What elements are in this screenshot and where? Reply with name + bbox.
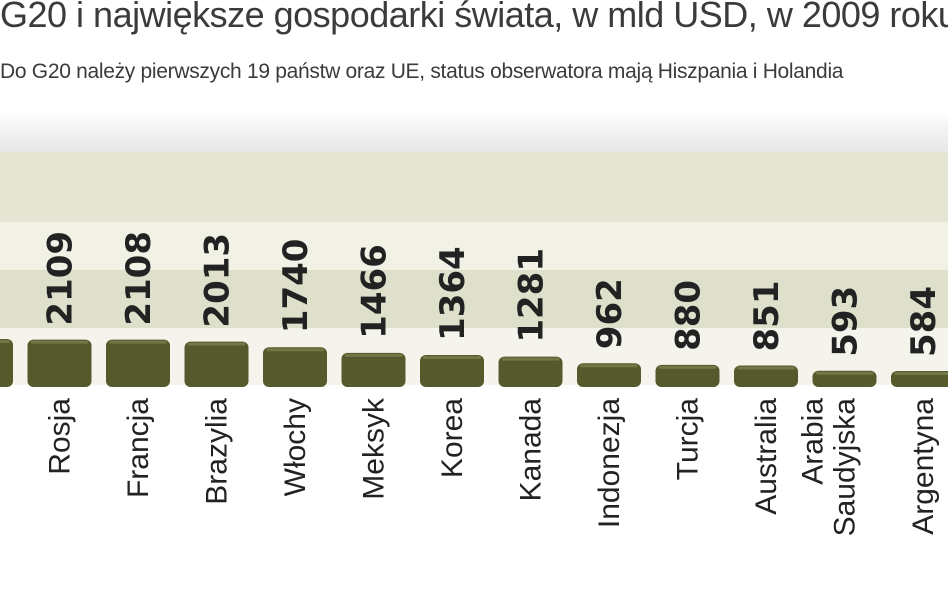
bar bbox=[27, 339, 92, 387]
bar-highlight bbox=[344, 353, 403, 357]
value-label: 880 bbox=[669, 280, 709, 351]
bar bbox=[0, 339, 13, 387]
bar bbox=[891, 370, 948, 387]
value-label: 851 bbox=[747, 281, 787, 352]
bar bbox=[263, 347, 327, 387]
bar-highlight bbox=[737, 366, 795, 370]
bar bbox=[184, 341, 249, 387]
bar bbox=[106, 339, 170, 387]
value-label: 2139 bbox=[0, 230, 2, 325]
chart-title: G20 i największe gospodarki świata, w ml… bbox=[0, 0, 948, 35]
category-label: Francja bbox=[122, 398, 155, 498]
bar bbox=[655, 364, 720, 387]
bar bbox=[341, 352, 406, 387]
bar-highlight bbox=[423, 355, 481, 359]
category-label: Indonezja bbox=[593, 398, 626, 528]
bar bbox=[812, 370, 877, 387]
category-label: Brazylia bbox=[201, 398, 234, 505]
bar-highlight bbox=[815, 371, 874, 375]
bar-highlight bbox=[580, 364, 638, 368]
value-label: 593 bbox=[826, 286, 866, 357]
bar bbox=[577, 363, 641, 387]
value-label: 1364 bbox=[433, 246, 473, 341]
bar-highlight bbox=[658, 365, 717, 369]
category-label: Włochy bbox=[279, 398, 312, 496]
category-label: Arabia bbox=[797, 398, 830, 485]
bar-highlight bbox=[30, 340, 89, 344]
value-label: 1281 bbox=[512, 248, 552, 343]
bar bbox=[498, 356, 563, 387]
category-label: Saudyjska bbox=[829, 398, 862, 537]
value-label: 1740 bbox=[276, 239, 316, 334]
chart-subtitle: Do G20 należy pierwszych 19 państw oraz … bbox=[0, 60, 844, 83]
category-label: Meksyk bbox=[358, 397, 391, 500]
value-label: 1466 bbox=[355, 244, 395, 339]
bar bbox=[420, 354, 484, 387]
value-label: 584 bbox=[904, 286, 944, 357]
value-label: 962 bbox=[590, 278, 630, 349]
bar-highlight bbox=[501, 357, 560, 361]
category-label: Argentyna bbox=[907, 398, 940, 535]
bar-highlight bbox=[0, 340, 10, 343]
bar-highlight bbox=[894, 371, 948, 375]
bar-highlight bbox=[266, 348, 324, 352]
value-label: 2013 bbox=[198, 233, 238, 328]
bar-highlight bbox=[187, 342, 246, 346]
bar bbox=[734, 365, 798, 387]
value-label: 2108 bbox=[119, 231, 159, 326]
value-label: 2109 bbox=[41, 231, 81, 326]
category-label: Kanada bbox=[515, 398, 548, 502]
bar-highlight bbox=[109, 340, 167, 344]
category-label: Korea bbox=[436, 398, 469, 478]
category-label: Rosja bbox=[44, 398, 77, 475]
category-label: Australia bbox=[750, 398, 783, 515]
category-label: Turcja bbox=[672, 398, 705, 481]
